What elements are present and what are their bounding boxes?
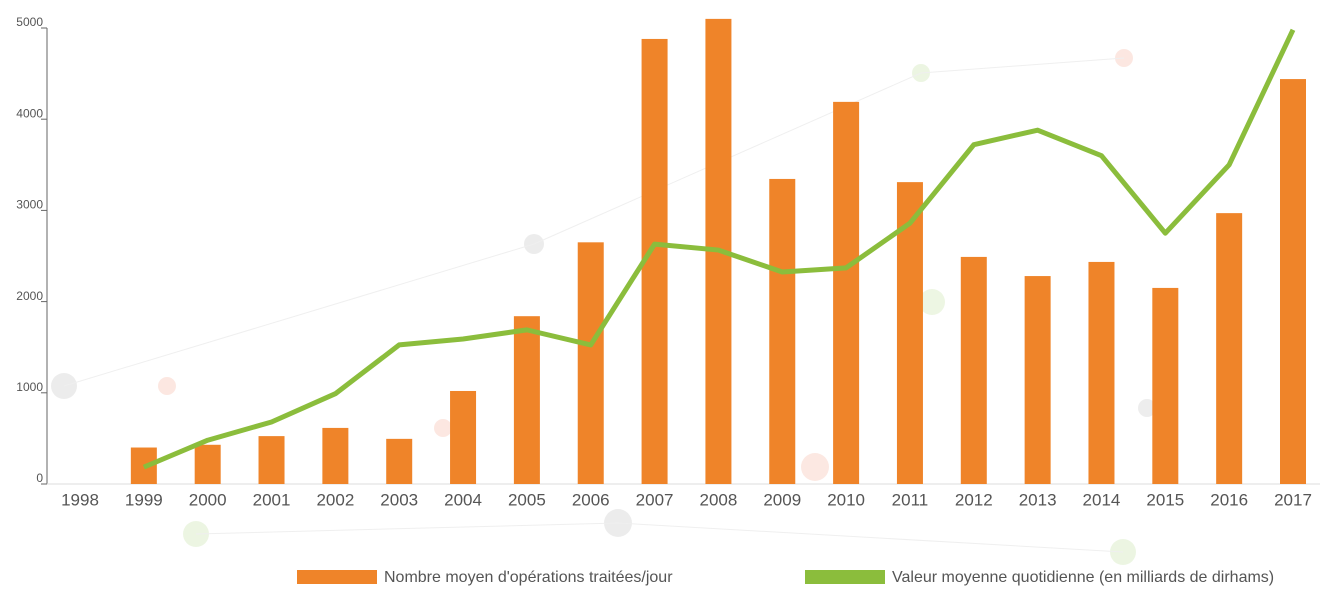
x-tick-label: 2011 bbox=[892, 490, 929, 509]
x-tick-label: 2004 bbox=[444, 490, 482, 509]
x-tick-label: 2010 bbox=[827, 490, 865, 509]
x-tick-label: 2015 bbox=[1146, 490, 1184, 509]
x-tick-label: 2003 bbox=[380, 490, 418, 509]
legend-swatch bbox=[805, 570, 885, 584]
x-tick-label: 1999 bbox=[125, 490, 163, 509]
bar bbox=[1024, 276, 1051, 484]
y-tick-label: 1000 bbox=[16, 380, 43, 394]
bar bbox=[513, 316, 540, 484]
bar bbox=[450, 390, 477, 484]
x-tick-label: 2000 bbox=[189, 490, 227, 509]
y-tick-label: 3000 bbox=[16, 198, 43, 212]
bar bbox=[769, 178, 796, 484]
x-tick-label: 2014 bbox=[1083, 490, 1121, 509]
bar bbox=[896, 182, 923, 485]
x-tick-label: 2002 bbox=[316, 490, 354, 509]
x-tick-label: 2016 bbox=[1210, 490, 1248, 509]
y-tick-label: 0 bbox=[36, 471, 43, 485]
y-tick-label: 4000 bbox=[16, 106, 43, 120]
bar bbox=[1088, 261, 1115, 484]
x-tick-label: 1998 bbox=[61, 490, 99, 509]
bar bbox=[577, 242, 604, 484]
x-tick-label: 2008 bbox=[700, 490, 738, 509]
bar bbox=[1216, 213, 1243, 485]
bar bbox=[833, 101, 860, 484]
background-decoration bbox=[51, 49, 1156, 565]
y-tick-label: 5000 bbox=[16, 15, 43, 29]
x-tick-label: 2005 bbox=[508, 490, 546, 509]
bar bbox=[1152, 287, 1179, 484]
x-tick-label: 2017 bbox=[1274, 490, 1312, 509]
bar bbox=[1280, 79, 1306, 485]
bar bbox=[386, 438, 413, 484]
bar bbox=[322, 427, 349, 484]
x-tick-label: 2006 bbox=[572, 490, 610, 509]
legend-label: Nombre moyen d'opérations traitées/jour bbox=[384, 569, 673, 586]
bar bbox=[960, 256, 987, 484]
x-tick-label: 2001 bbox=[253, 490, 291, 509]
x-tick-label: 2007 bbox=[636, 490, 674, 509]
bar bbox=[194, 444, 221, 484]
line bbox=[142, 28, 1296, 470]
bar bbox=[258, 436, 285, 484]
y-tick-label: 2000 bbox=[16, 289, 43, 303]
x-tick-label: 2012 bbox=[955, 490, 993, 509]
x-tick-label: 2013 bbox=[1019, 490, 1057, 509]
legend-label: Valeur moyenne quotidienne (en milliards… bbox=[892, 569, 1274, 586]
legend-swatch bbox=[297, 570, 377, 584]
x-tick-label: 2009 bbox=[763, 490, 801, 509]
